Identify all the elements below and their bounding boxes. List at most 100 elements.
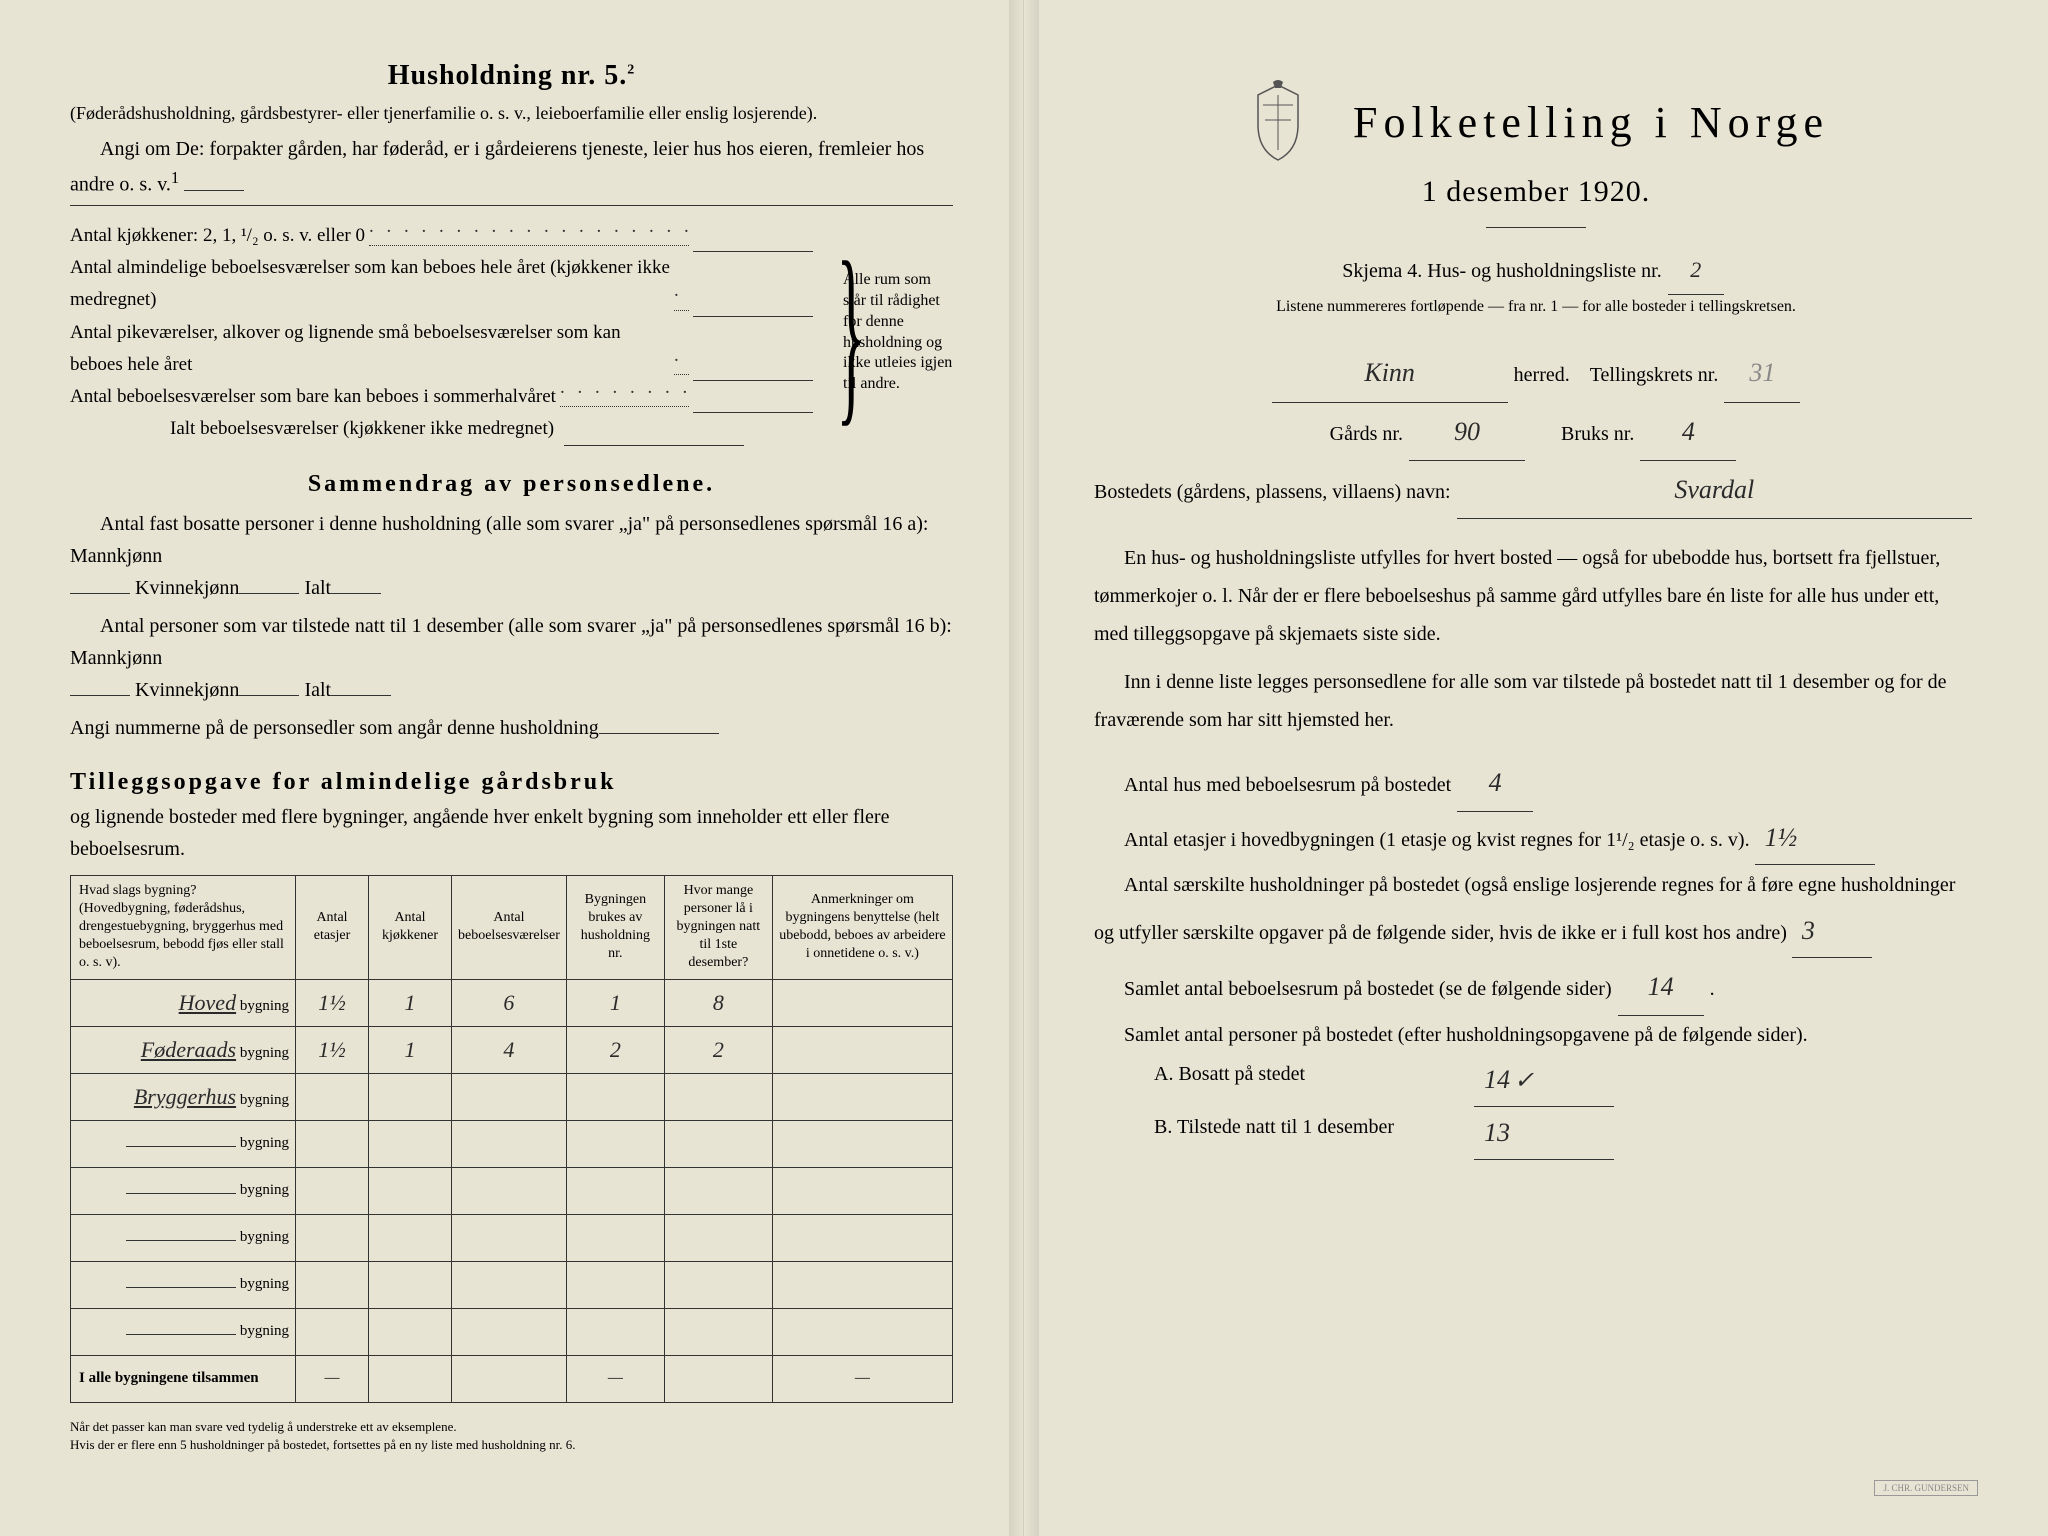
table-cell [369,1214,452,1261]
row-kitchens: Antal kjøkkener: 2, 1, ¹/₂ o. s. v. elle… [70,220,365,252]
table-cell [566,1120,664,1167]
table-cell [772,1120,952,1167]
intro-instruction: Angi om De: forpakter gården, har føderå… [70,133,953,201]
table-row: bygning [71,1167,953,1214]
divider [1486,227,1586,228]
q4-value: 14 [1618,958,1704,1016]
bruks-value: 4 [1640,403,1736,461]
table-row: Bryggerhus bygning [71,1073,953,1120]
summary-line-3: Angi nummerne på de personsedler som ang… [70,712,953,744]
table-cell [664,1073,772,1120]
census-form: Husholdning nr. 5.2 (Føderådshusholdning… [0,0,2048,1536]
table-cell [772,1073,952,1120]
total-label: I alle bygningene tilsammen [71,1355,296,1402]
summary-line-1: Antal fast bosatte personer i denne hush… [70,508,953,604]
table-cell [452,1073,567,1120]
q2-line: Antal etasjer i hovedbygningen (1 etasje… [1094,812,1978,865]
printer-mark: J. CHR. GUNDERSEN [1874,1480,1978,1496]
row-rooms-year: Antal almindelige beboelsesværelser som … [70,252,670,317]
q2-value: 1½ [1755,812,1875,865]
table-cell [566,1073,664,1120]
table-cell: 1 [369,979,452,1026]
table-cell [566,1261,664,1308]
building-type-cell: bygning [71,1120,296,1167]
total-notes: — [772,1355,952,1402]
herred-value: Kinn [1272,344,1508,402]
list-number: 2 [1668,246,1724,295]
table-cell: 1 [566,979,664,1026]
table-cell: 8 [664,979,772,1026]
header: Folketelling i Norge 1 desember 1920. [1094,80,1978,228]
para2: Inn i denne liste legges personsedlene f… [1094,663,1978,739]
table-cell: 6 [452,979,567,1026]
tillegg-heading: Tilleggsopgave for almindelige gårdsbruk [70,769,953,796]
table-cell [566,1167,664,1214]
table-cell [772,1261,952,1308]
total-kitchens [369,1355,452,1402]
building-type-cell: bygning [71,1167,296,1214]
th-kitchens: Antal kjøkkener [369,875,452,979]
table-cell [664,1261,772,1308]
table-cell [664,1308,772,1355]
coat-of-arms-icon [1243,80,1313,165]
bosted-value: Svardal [1457,461,1972,519]
gards-line: Gårds nr. 90 Bruks nr. 4 [1094,403,1978,461]
table-cell [452,1214,567,1261]
table-cell: 2 [664,1026,772,1073]
th-rooms: Antal beboelsesværelser [452,875,567,979]
table-row: bygning [71,1308,953,1355]
skjema-line: Skjema 4. Hus- og husholdningsliste nr. … [1094,246,1978,295]
table-cell [296,1167,369,1214]
list-note: Listene nummereres fortløpende — fra nr.… [1094,295,1978,319]
table-cell [772,1026,952,1073]
qa-value: 14✓ [1474,1054,1614,1107]
table-cell [452,1167,567,1214]
footnote: Når det passer kan man svare ved tydelig… [70,1418,953,1454]
right-page: Folketelling i Norge 1 desember 1920. Sk… [1024,0,2048,1536]
summary-heading: Sammendrag av personsedlene. [70,471,953,498]
th-household: Bygningen brukes av husholdning nr. [566,875,664,979]
table-cell [772,1308,952,1355]
para1: En hus- og husholdningsliste utfylles fo… [1094,539,1978,653]
table-row: Føderaads bygning1½1422 [71,1026,953,1073]
building-type-cell: Føderaads bygning [71,1026,296,1073]
q5-line: Samlet antal personer på bostedet (efter… [1094,1016,1978,1054]
total-rooms [452,1355,567,1402]
main-title: Folketelling i Norge [1353,97,1829,148]
table-cell [664,1120,772,1167]
table-cell [369,1308,452,1355]
table-cell: 1 [369,1026,452,1073]
herred-line: Kinn herred. Tellingskrets nr. 31 [1094,344,1978,402]
tellingskrets-value: 31 [1724,344,1800,402]
total-persons [664,1355,772,1402]
table-cell [296,1214,369,1261]
building-type-cell: bygning [71,1261,296,1308]
qb-value: 13 [1474,1107,1614,1160]
th-notes: Anmerkninger om bygningens benyttelse (h… [772,875,952,979]
table-cell [296,1120,369,1167]
q3-value: 3 [1792,905,1872,958]
table-row: bygning [71,1120,953,1167]
q1-line: Antal hus med beboelsesrum på bostedet 4 [1094,754,1978,812]
q4-line: Samlet antal beboelsesrum på bostedet (s… [1094,958,1978,1016]
total-household: — [566,1355,664,1402]
building-type-cell: Bryggerhus bygning [71,1073,296,1120]
q3-line: Antal særskilte husholdninger på bostede… [1094,865,1978,958]
household-heading: Husholdning nr. 5.2 [70,60,953,92]
building-table: Hvad slags bygning? (Hovedbygning, føder… [70,875,953,1403]
table-cell [566,1308,664,1355]
bracket-note: } Alle rum som står til rådighet for den… [813,220,953,446]
table-row: bygning [71,1261,953,1308]
th-type: Hvad slags bygning? (Hovedbygning, føder… [71,875,296,979]
th-persons: Hvor mange personer lå i bygningen natt … [664,875,772,979]
q1-value: 4 [1457,754,1533,812]
building-type-cell: bygning [71,1308,296,1355]
table-cell [664,1167,772,1214]
table-cell [369,1167,452,1214]
table-cell [369,1261,452,1308]
building-type-cell: Hoved bygning [71,979,296,1026]
gards-value: 90 [1409,403,1525,461]
row-total-rooms: Ialt beboelsesværelser (kjøkkener ikke m… [170,413,554,445]
rooms-bracket-block: Antal kjøkkener: 2, 1, ¹/₂ o. s. v. elle… [70,220,953,446]
table-cell [452,1261,567,1308]
